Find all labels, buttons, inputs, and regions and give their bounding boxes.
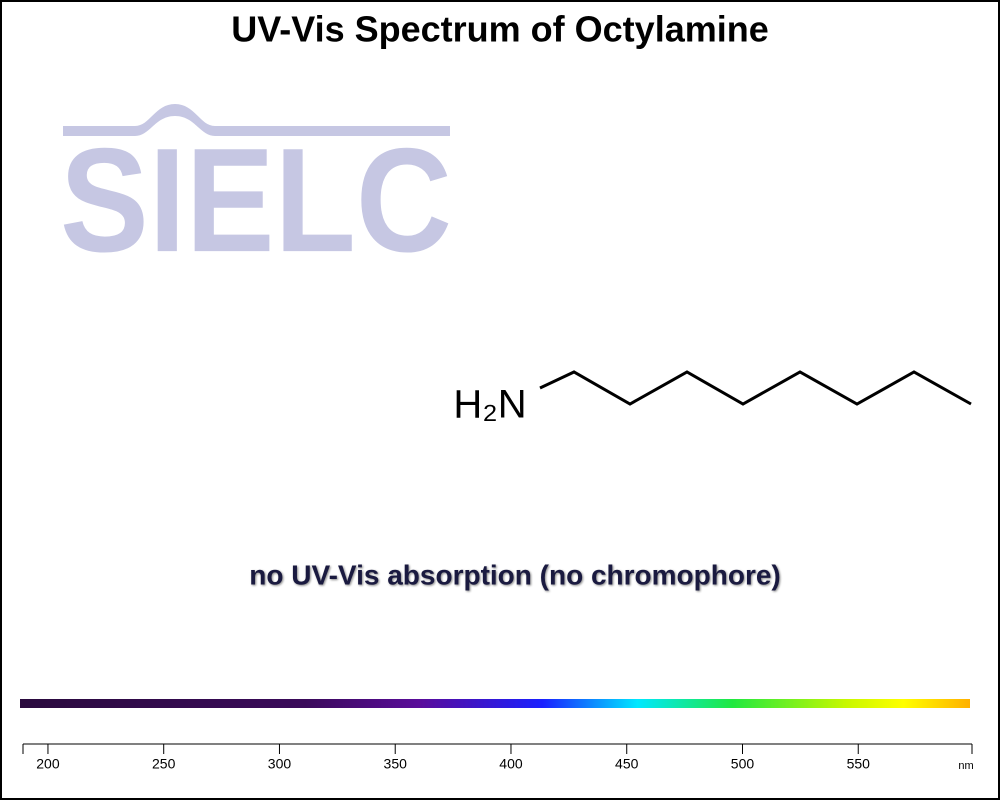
molecule: H₂N (453, 370, 972, 427)
annotation: no UV-Vis absorption (no chromophore) (249, 559, 781, 590)
x-tick-label: 300 (268, 756, 292, 772)
x-axis: 200 250 300 350 400 450 500 550 nm (20, 699, 974, 772)
x-tick-label: 500 (731, 756, 755, 772)
spectrum-bar (20, 699, 970, 708)
x-tick-label: 250 (152, 756, 176, 772)
logo-wave (63, 104, 450, 136)
x-tick-label: 550 (847, 756, 871, 772)
chart-title: UV-Vis Spectrum of Octylamine (231, 9, 769, 50)
x-tick-label: 200 (36, 756, 60, 772)
x-unit: nm (958, 760, 973, 772)
x-tick-label: 400 (499, 756, 523, 772)
molecule-label: H₂N (453, 383, 526, 427)
molecule-chain (539, 370, 972, 406)
logo-text: SIELC (60, 118, 452, 283)
logo: SIELC (60, 104, 452, 283)
x-tick-label: 350 (384, 756, 408, 772)
x-tick-label: 450 (615, 756, 639, 772)
